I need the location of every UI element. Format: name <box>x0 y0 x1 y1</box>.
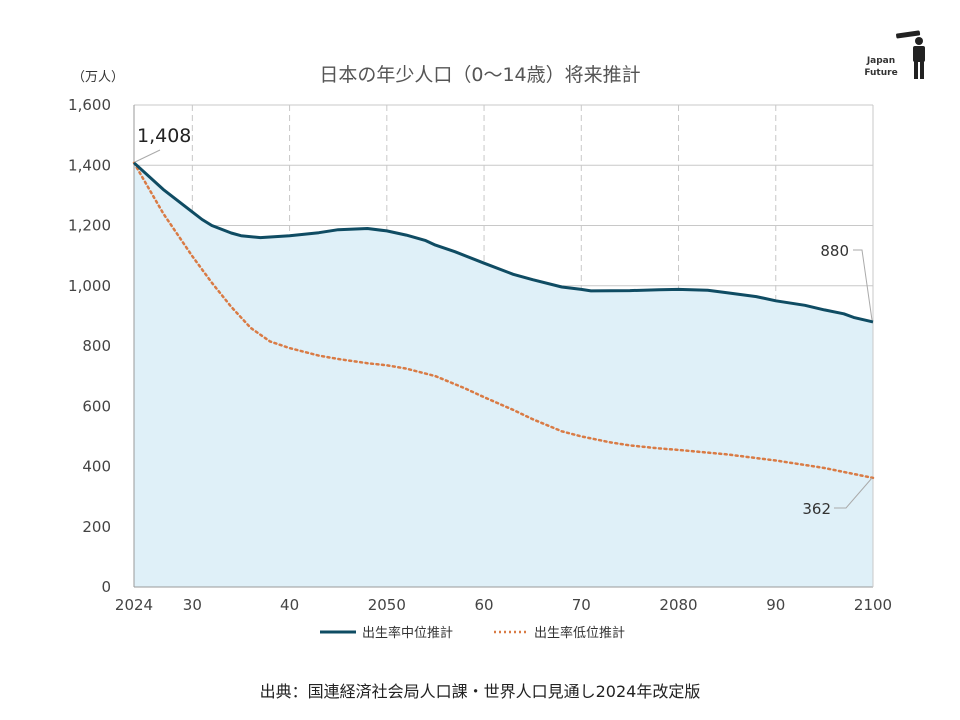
y-tick-label: 1,600 <box>68 96 111 114</box>
x-tick-label: 40 <box>280 596 299 614</box>
y-tick-label: 400 <box>82 458 111 476</box>
end-mid-value-label: 880 <box>820 242 849 260</box>
x-tick-label: 2050 <box>368 596 406 614</box>
medium-projection-line <box>132 161 874 324</box>
start-value-label: 1,408 <box>137 125 191 147</box>
y-tick-label: 1,200 <box>68 217 111 235</box>
x-tick-label: 2080 <box>659 596 697 614</box>
y-axis-unit-label: （万人） <box>72 70 124 85</box>
axes <box>133 105 874 588</box>
y-axis-tick-labels: 0 200 400 600 800 1,000 1,200 1,400 1,600 <box>68 96 111 596</box>
y-tick-label: 800 <box>82 337 111 355</box>
start-value-leader <box>134 149 161 163</box>
end-mid-value-leader <box>853 249 873 321</box>
x-tick-label: 2024 <box>115 596 153 614</box>
logo-line-1: Japan <box>866 56 895 66</box>
low-projection-line <box>132 161 875 480</box>
chart-title: 日本の年少人口（0～14歳）将来推計 <box>319 64 640 86</box>
x-tick-label: 90 <box>766 596 785 614</box>
y-tick-label: 600 <box>82 397 111 415</box>
medium-projection-area <box>134 162 873 588</box>
x-tick-label: 30 <box>183 596 202 614</box>
y-tick-label: 1,400 <box>68 156 111 174</box>
end-low-value-label: 362 <box>802 500 831 518</box>
logo-line-2: Future <box>864 68 897 78</box>
legend-medium-label: 出生率中位推計 <box>362 625 453 641</box>
y-tick-label: 0 <box>101 578 111 596</box>
y-tick-label: 200 <box>82 518 111 536</box>
japan-future-logo: Japan Future <box>864 30 925 79</box>
telescope-figure-icon <box>896 30 925 79</box>
x-tick-label: 2100 <box>854 596 892 614</box>
source-note: 出典：国連経済社会局人口課・世界人口見通し2024年改定版 <box>260 682 701 701</box>
y-tick-label: 1,000 <box>68 277 111 295</box>
x-tick-label: 70 <box>572 596 591 614</box>
end-low-value-leader <box>834 477 873 509</box>
x-tick-label: 60 <box>475 596 494 614</box>
legend-low-label: 出生率低位推計 <box>534 625 625 641</box>
x-axis-tick-labels: 2024 30 40 2050 60 70 2080 90 2100 <box>115 596 892 614</box>
legend: 出生率中位推計 出生率低位推計 <box>320 625 625 641</box>
